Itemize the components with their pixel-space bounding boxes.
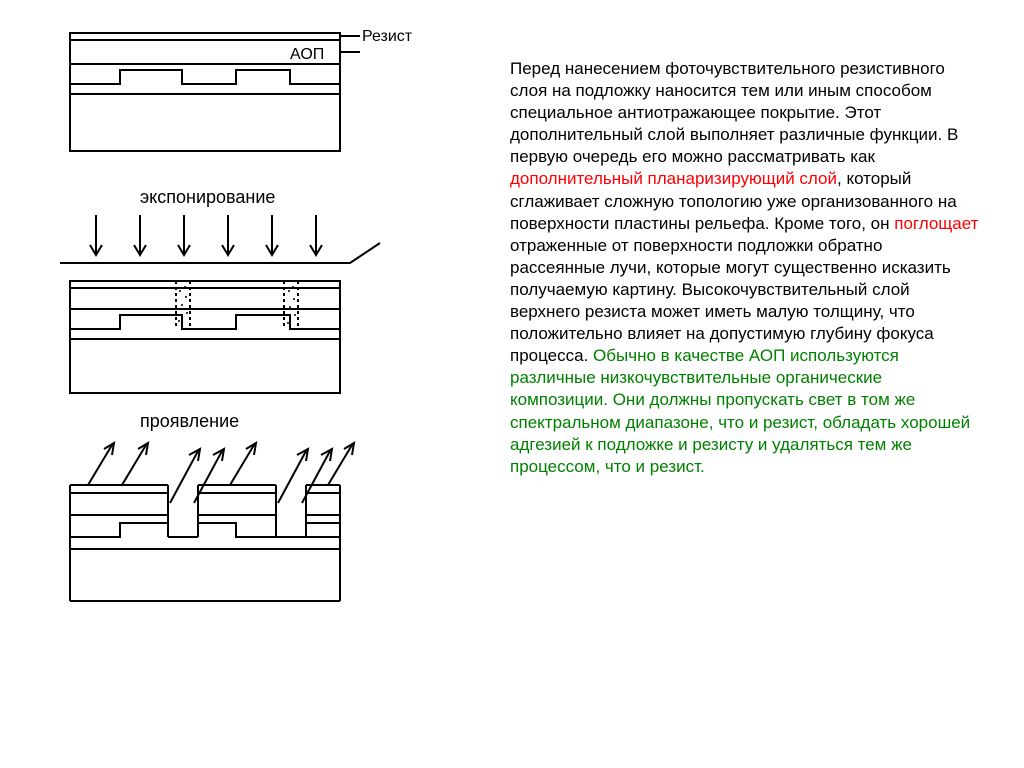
para-seg4: поглощает <box>894 214 978 233</box>
stage1-diagram: Резист АОП <box>60 28 420 173</box>
stage3-diagram: проявление <box>60 403 420 633</box>
paragraph: Перед нанесением фоточувствительного рез… <box>510 58 980 478</box>
para-seg1: Перед нанесением фоточувствительного рез… <box>510 59 958 166</box>
exposure-arrows <box>90 215 322 255</box>
label-resist: Резист <box>362 28 413 45</box>
para-seg2: дополнительный планаризирующий слой <box>510 169 837 188</box>
stage2-title: экспонирование <box>140 187 275 207</box>
stage2-diagram: экспонирование <box>60 173 420 403</box>
page: Резист АОП экспонирование <box>0 0 1024 768</box>
label-aop: АОП <box>290 46 324 63</box>
stage3-title: проявление <box>140 411 239 431</box>
diagram-column: Резист АОП экспонирование <box>60 28 420 633</box>
